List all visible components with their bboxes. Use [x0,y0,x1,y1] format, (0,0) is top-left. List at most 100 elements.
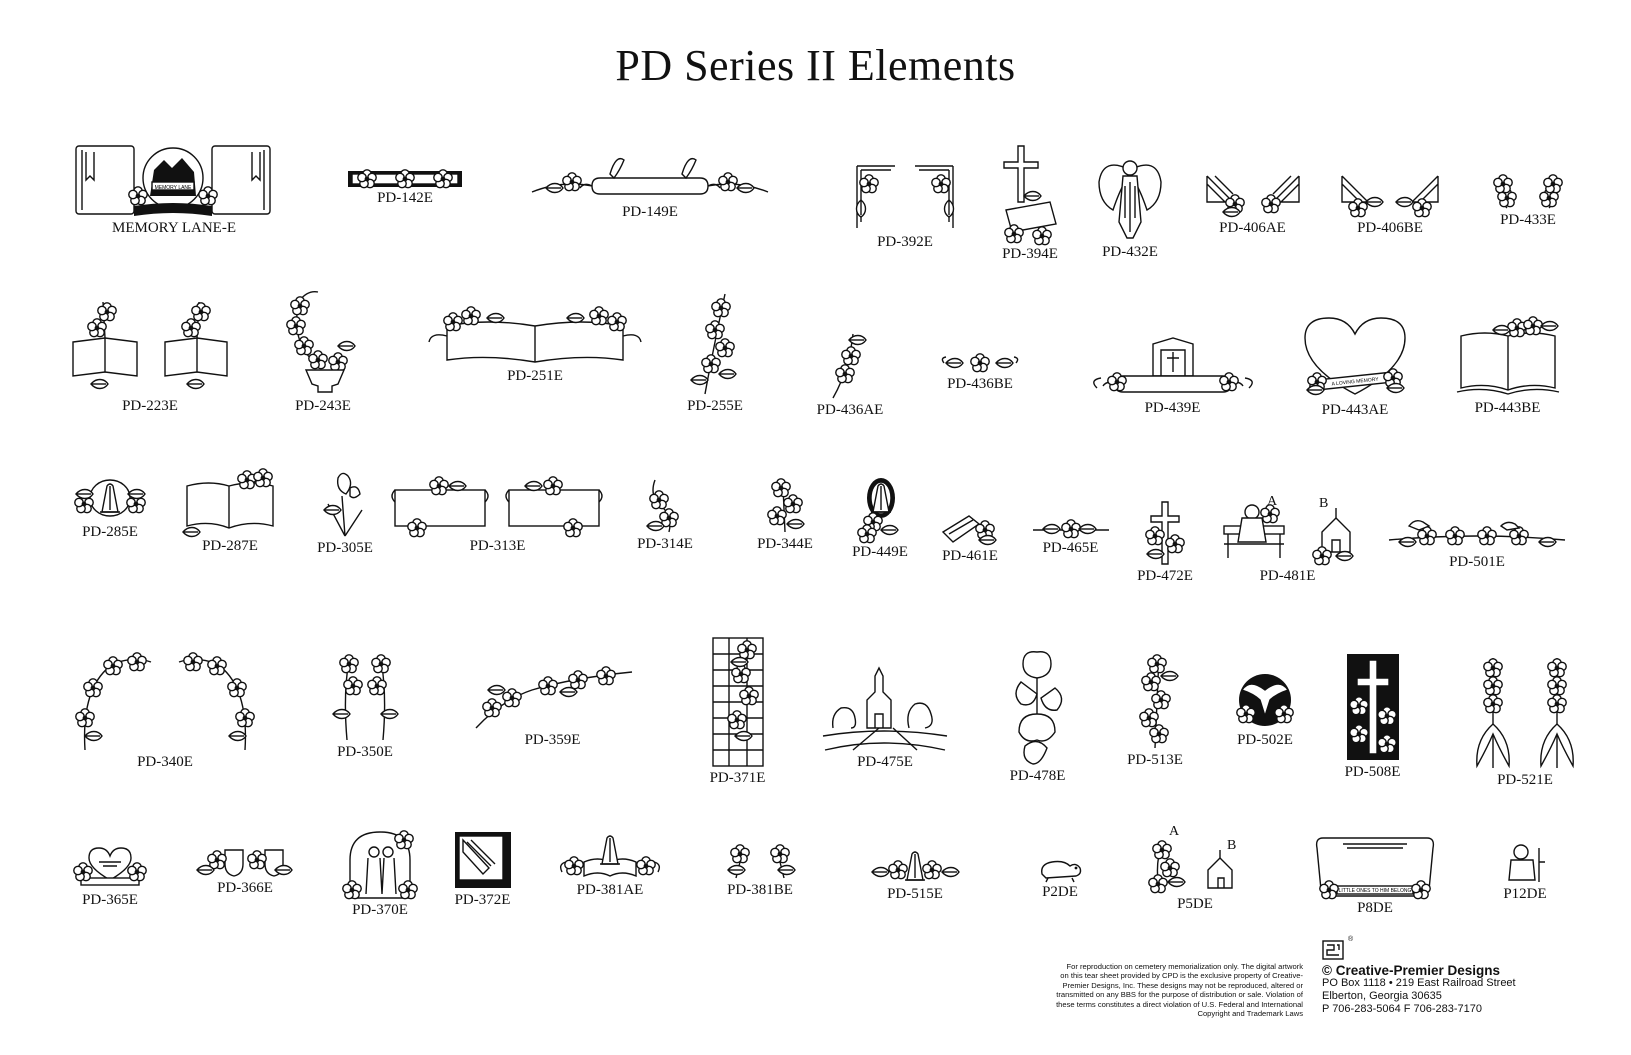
pd-433e-artwork [1493,174,1563,209]
label-memory-lane: MEMORY LANE-E [111,220,237,236]
element-pd-243e[interactable]: PD-243E [283,290,363,415]
element-pd-475e[interactable]: PD-475E [820,666,950,771]
element-pd-436ae[interactable]: PD-436AE [810,330,890,419]
element-memory-lane[interactable]: MEMORY LANE MEMORY LANE-E [68,140,280,237]
element-pd-521e[interactable]: PD-521E [1470,654,1580,789]
label-pd-433e: PD-433E [1500,212,1556,228]
element-pd-502e[interactable]: PD-502E [1225,670,1305,749]
pd-406ae-artwork [1205,175,1300,218]
company-address-line-2: Elberton, Georgia 30635 [1322,990,1442,1002]
element-pd-472e[interactable]: PD-472E [1130,500,1200,585]
pd-149e-artwork [531,157,769,195]
p2de-artwork [1041,860,1082,883]
element-pd-149e[interactable]: PD-149E [530,150,770,221]
disclaimer-line: Copyright and Trademark Laws [1197,1009,1303,1019]
element-pd-406be[interactable]: PD-406BE [1335,172,1445,237]
element-p8de[interactable]: LITTLE ONES TO HIM BELONG P8DE [1310,834,1440,917]
element-pd-372e[interactable]: PD-372E [445,830,520,909]
pd-314e-artwork [646,479,679,533]
pd-513e-artwork [1139,654,1179,749]
pd-340e-artwork [75,652,255,751]
element-pd-370e[interactable]: PD-370E [335,830,425,919]
element-pd-255e[interactable]: PD-255E [680,290,750,415]
memory-lane-artwork: MEMORY LANE [74,145,271,216]
pd-521e-artwork [1476,658,1574,769]
element-pd-436be[interactable]: PD-436BE [935,352,1025,393]
element-pd-314e[interactable]: PD-314E [630,476,700,553]
label-pd-392e: PD-392E [877,234,933,250]
element-pd-371e[interactable]: PD-371E [705,636,770,787]
label-pd-461e: PD-461E [942,548,998,564]
disclaimer-line: For reproduction on cemetery memorializa… [1066,962,1304,971]
label-pd-449e: PD-449E [852,544,908,560]
element-p5de[interactable]: A B P5DE [1145,824,1245,913]
element-pd-508e[interactable]: PD-508E [1340,652,1405,781]
element-p12de[interactable]: P12DE [1490,842,1560,903]
element-pd-433e[interactable]: PD-433E [1488,172,1568,229]
label-pd-149e: PD-149E [622,204,678,220]
element-pd-478e[interactable]: PD-478E [1000,648,1075,785]
element-pd-432e[interactable]: PD-432E [1085,152,1175,261]
element-pd-392e[interactable]: PD-392E [855,162,955,251]
label-pd-381ae: PD-381AE [576,882,644,898]
element-pd-313e[interactable]: PD-313E [390,476,605,555]
element-pd-381ae[interactable]: PD-381AE [555,835,665,899]
element-pd-366e[interactable]: PD-366E [190,846,300,897]
label-pd-251e: PD-251E [507,368,563,384]
element-pd-501e[interactable]: PD-501E [1388,514,1566,571]
element-pd-340e[interactable]: PD-340E [75,652,255,771]
element-pd-481e[interactable]: A B PD-481E [1215,494,1360,585]
label-pd-502e: PD-502E [1237,732,1293,748]
label-pd-436ae: PD-436AE [816,402,884,418]
p12de-artwork [1508,844,1545,882]
label-pd-314e: PD-314E [637,536,693,552]
label-pd-443be: PD-443BE [1474,400,1541,416]
element-pd-251e[interactable]: PD-251E [425,306,645,385]
pd-243e-artwork [286,290,356,393]
label-p12de: P12DE [1503,886,1547,902]
element-pd-223e[interactable]: PD-223E [70,298,230,415]
label-pd-475e: PD-475E [857,754,913,770]
element-pd-359e[interactable]: PD-359E [470,666,635,749]
label-pd-465e: PD-465E [1042,540,1099,556]
label-pd-340e: PD-340E [137,754,193,770]
pd-501e-artwork [1388,519,1566,548]
element-pd-406ae[interactable]: PD-406AE [1200,172,1305,237]
pd-371e-artwork [711,637,764,767]
element-pd-381be[interactable]: PD-381BE [715,842,805,899]
label-p5de: P5DE [1177,896,1213,912]
label-pd-371e: PD-371E [709,770,766,786]
copyright-disclaimer: For reproduction on cemetery memorializa… [1010,962,1303,1018]
label-pd-372e: PD-372E [454,892,511,908]
element-pd-465e[interactable]: PD-465E [1028,519,1113,557]
element-pd-439e[interactable]: PD-439E [1085,336,1260,417]
element-pd-287e[interactable]: PD-287E [180,468,280,555]
company-info: © Creative-Premier Designs PO Box 1118 •… [1322,964,1516,1016]
element-pd-449e[interactable]: PD-449E [845,476,915,561]
label-pd-285e: PD-285E [82,524,138,540]
label-pd-344e: PD-344E [757,536,813,552]
pd-481e-marker-a: A [1267,494,1278,509]
element-p2de[interactable]: P2DE [1020,856,1100,901]
element-pd-365e[interactable]: PD-365E [70,846,150,909]
element-pd-344e[interactable]: PD-344E [745,476,825,553]
label-pd-406ae: PD-406AE [1219,220,1286,236]
label-p8de: P8DE [1357,900,1393,916]
element-pd-461e[interactable]: PD-461E [930,510,1010,565]
pd-223e-artwork [72,301,228,390]
label-pd-478e: PD-478E [1009,768,1066,784]
element-pd-443ae[interactable]: A LOVING MEMORY PD-443AE [1300,316,1410,419]
element-pd-142e[interactable]: PD-142E [345,169,465,207]
element-pd-513e[interactable]: PD-513E [1120,652,1190,769]
element-pd-305e[interactable]: PD-305E [310,470,380,557]
pd-251e-artwork [428,306,642,363]
element-pd-515e[interactable]: PD-515E [865,850,965,903]
label-pd-370e: PD-370E [352,902,408,918]
element-pd-285e[interactable]: PD-285E [70,476,150,541]
label-pd-381be: PD-381BE [727,882,793,898]
element-pd-443be[interactable]: PD-443BE [1455,316,1560,417]
label-pd-472e: PD-472E [1137,568,1193,584]
element-pd-350e[interactable]: PD-350E [325,654,405,761]
pd-508e-artwork [1346,654,1399,760]
element-pd-394e[interactable]: PD-394E [995,144,1065,263]
